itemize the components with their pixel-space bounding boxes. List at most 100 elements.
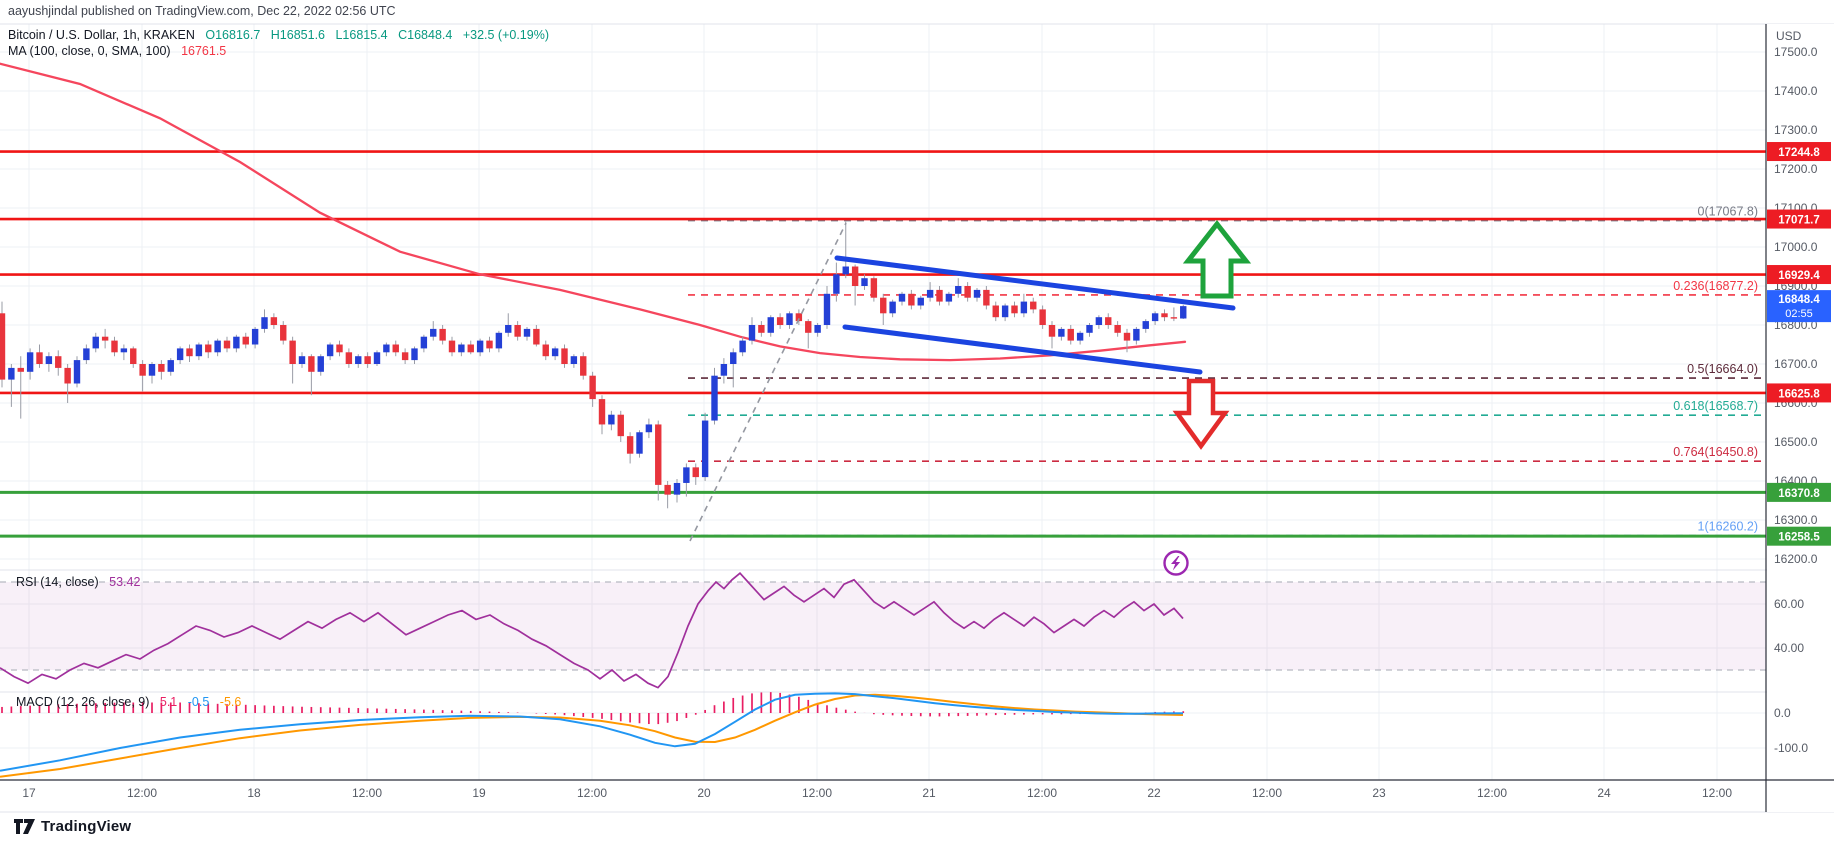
candle-body [805, 321, 812, 333]
candle-body [664, 484, 671, 495]
price-tick[interactable]: 16200.0 [1774, 552, 1818, 566]
up-arrow[interactable] [1182, 219, 1252, 299]
candle-body [776, 317, 784, 325]
candle-body [1020, 301, 1028, 314]
time-tick[interactable]: 24 [1597, 786, 1611, 800]
symbol-legend-row[interactable]: Bitcoin / U.S. Dollar, 1h, KRAKEN O16816… [8, 27, 549, 43]
macd-label[interactable]: MACD (12, 26, close, 9) [16, 695, 150, 709]
candle-body [1170, 317, 1178, 319]
candle-body [401, 352, 409, 361]
rsi-tick[interactable]: 40.00 [1774, 641, 1804, 655]
rsi-legend-row[interactable]: RSI (14, close) 53.42 [16, 575, 140, 589]
time-tick[interactable]: 12:00 [802, 786, 832, 800]
price-level-badge[interactable] [1767, 383, 1831, 403]
footer-bar: TradingView [14, 818, 131, 835]
trendline-dashed[interactable] [689, 222, 847, 542]
time-tick[interactable]: 17 [22, 786, 36, 800]
ma-label[interactable]: MA (100, close, 0, SMA, 100) [8, 44, 171, 58]
time-tick[interactable]: 12:00 [352, 786, 382, 800]
macd-tick[interactable]: -100.0 [1774, 741, 1808, 755]
price-level-badge[interactable] [1767, 142, 1831, 162]
ma-legend-row[interactable]: MA (100, close, 0, SMA, 100) 16761.5 [8, 43, 549, 59]
price-level-badge-text: 16258.5 [1778, 532, 1820, 544]
current-price-badge[interactable] [1767, 290, 1831, 323]
price-axis-currency[interactable]: USD [1776, 29, 1802, 43]
macd-line[interactable] [0, 692, 1184, 772]
candle-body [8, 367, 15, 380]
candle-body [251, 328, 259, 345]
rsi-tick[interactable]: 60.00 [1774, 597, 1804, 611]
time-tick[interactable]: 23 [1372, 786, 1386, 800]
price-tick[interactable]: 17300.0 [1774, 123, 1818, 137]
ma-100-line[interactable] [0, 62, 1187, 362]
candle-body [467, 344, 474, 353]
price-tick[interactable]: 17400.0 [1774, 84, 1818, 98]
candle-body [570, 356, 578, 364]
channel-lower-line[interactable] [842, 324, 1203, 375]
tradingview-logo-icon[interactable] [14, 819, 35, 834]
candle-body [373, 352, 381, 364]
candle-body [655, 424, 662, 485]
time-tick[interactable]: 18 [247, 786, 261, 800]
price-level-badge[interactable] [1767, 526, 1831, 546]
candle-body [786, 313, 793, 325]
time-tick[interactable]: 12:00 [1702, 786, 1732, 800]
close-value: C16848.4 [398, 28, 453, 42]
fib-level-label: 0(17067.8) [1698, 205, 1758, 219]
tradingview-wordmark[interactable]: TradingView [41, 818, 132, 835]
candle-body [101, 336, 109, 341]
down-arrow[interactable] [1172, 378, 1230, 450]
candle-body [533, 328, 540, 345]
time-tick[interactable]: 12:00 [577, 786, 607, 800]
macd-signal-line[interactable] [0, 693, 1184, 778]
time-tick[interactable]: 21 [922, 786, 936, 800]
candle-body [617, 414, 624, 437]
rsi-band [0, 582, 1766, 670]
candle-body [336, 344, 343, 353]
time-tick[interactable]: 22 [1147, 786, 1161, 800]
price-level-badge[interactable] [1767, 482, 1831, 502]
time-tick[interactable]: 12:00 [1252, 786, 1282, 800]
price-tick[interactable]: 16300.0 [1774, 513, 1818, 527]
candle-body [683, 467, 690, 483]
candle-body [1161, 313, 1168, 318]
macd-legend-row[interactable]: MACD (12, 26, close, 9) 5.1 -0.5 -5.6 [16, 695, 241, 709]
candle-body [36, 352, 43, 364]
time-tick[interactable]: 12:00 [1027, 786, 1057, 800]
time-tick[interactable]: 12:00 [127, 786, 157, 800]
price-level-badge[interactable] [1767, 265, 1831, 285]
candle-body [120, 348, 128, 353]
macd-tick[interactable]: 0.0 [1774, 706, 1791, 720]
price-tick[interactable]: 17500.0 [1774, 45, 1818, 59]
candle-body [289, 340, 296, 364]
current-price-text: 16848.4 [1778, 294, 1820, 306]
time-tick[interactable]: 19 [472, 786, 486, 800]
candle-body [748, 325, 756, 341]
candle-body [945, 293, 953, 302]
candle-body [1011, 305, 1018, 314]
candle-body [542, 344, 549, 357]
candle-body [589, 375, 596, 400]
price-level-badge[interactable] [1767, 209, 1831, 229]
candle-body [167, 360, 174, 372]
rsi-label[interactable]: RSI (14, close) [16, 575, 99, 589]
symbol-title[interactable]: Bitcoin / U.S. Dollar, 1h, KRAKEN [8, 28, 195, 42]
price-tick[interactable]: 16700.0 [1774, 357, 1818, 371]
channel-upper-line[interactable] [834, 255, 1236, 311]
macd-signal-value: -5.6 [219, 695, 242, 709]
price-tick[interactable]: 17200.0 [1774, 162, 1818, 176]
candle-body [983, 289, 990, 306]
fib-level-label: 0.5(16664.0) [1687, 362, 1758, 376]
candle-body [833, 274, 840, 294]
price-tick[interactable]: 16500.0 [1774, 435, 1818, 449]
fib-level-label: 1(16260.2) [1698, 520, 1758, 534]
candle-body [280, 325, 287, 341]
candle-body [973, 289, 981, 298]
time-tick[interactable]: 20 [697, 786, 711, 800]
candle-body [55, 356, 62, 368]
time-tick[interactable]: 12:00 [1477, 786, 1507, 800]
price-tick[interactable]: 17000.0 [1774, 240, 1818, 254]
rsi-line[interactable] [0, 572, 1184, 689]
